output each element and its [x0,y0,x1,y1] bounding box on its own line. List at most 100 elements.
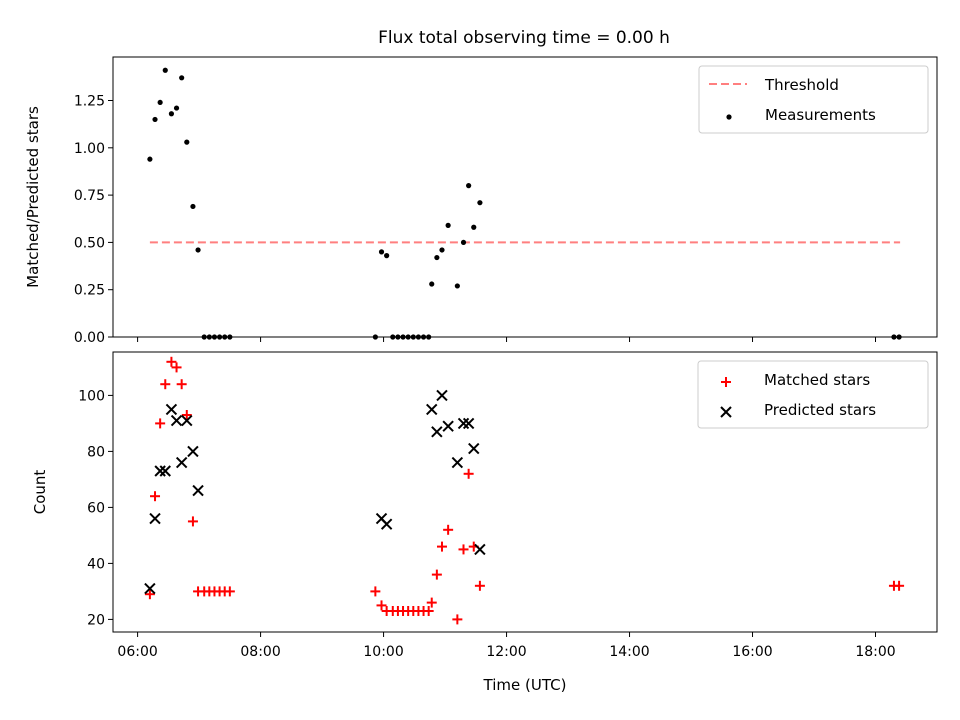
x-axis-label: Time (UTC) [483,676,567,694]
axes-frame [112,351,938,633]
legend: Threshold Measurements [698,65,929,134]
matched-star-point [423,606,434,616]
y-tick-label: 0.75 [74,188,105,204]
x-stroke-2 [442,420,454,432]
y-tick-label: 1.00 [74,141,105,157]
measurement-point [384,253,390,259]
y-tick-label: 20 [87,612,105,628]
legend-measurement-swatch [726,114,732,120]
matched-star-point [474,580,485,591]
matched-star-point [171,362,182,373]
y-tick-label: 0.50 [74,235,105,251]
measurement-point [460,239,467,246]
matched-star-point [436,541,447,552]
y-tick-label: 0.00 [74,330,105,346]
matched-star-point [166,356,177,367]
y-axis-label: Matched/Predicted stars [24,106,42,288]
predicted-star-point [431,426,443,438]
x-stroke-2 [468,442,480,455]
predicted-star-point [170,414,183,427]
predicted-star-point [380,518,393,530]
x-tick-label: 06:00 [117,644,157,660]
x-stroke-2 [426,403,438,416]
predicted-star-point [165,403,178,416]
x-stroke-2 [175,456,188,469]
x-stroke-2 [159,465,171,477]
predicted-star-point [468,442,480,455]
measurement-point [471,224,477,230]
legend-label: Threshold [764,76,839,94]
x-stroke-2 [462,417,475,430]
x-stroke-2 [187,445,199,458]
predicted-star-point [436,389,448,402]
legend-label: Matched stars [764,371,870,389]
y-tick-label: 1.25 [74,94,105,110]
matched-star-point [181,410,192,420]
bottom-panel-counts: 20 40 60 80 100 06:00 08:00 10:00 12:00 14:00 16:0… [31,351,938,694]
x-stroke-2 [474,543,486,556]
measurement-point [439,247,445,253]
legend-label: Predicted stars [764,401,876,419]
y-axis-label: Count [31,470,49,515]
measurement-point [378,249,385,255]
measurement-point [162,67,168,73]
x-stroke-2 [380,518,393,530]
x-stroke-2 [375,512,388,525]
measurement-point [190,203,196,210]
predicted-star-point [159,465,171,477]
predicted-star-point [451,456,464,469]
matched-star-point [426,597,437,608]
matched-star-point [458,544,469,555]
x-stroke-2 [451,456,464,469]
measurement-point [179,75,185,81]
matched-star-point [376,600,387,611]
measurement-point [434,254,440,261]
matched-star-point [431,569,442,580]
axes-frame [112,56,938,338]
measurement-point [445,222,451,228]
x-tick-label: 14:00 [609,644,649,660]
x-stroke-2 [192,484,204,497]
predicted-star-point [474,543,486,556]
predicted-star-point [462,417,475,430]
measurement-point [173,105,180,111]
matched-star-point [150,491,161,502]
x-stroke-2 [154,465,166,477]
measurement-point [454,283,460,289]
x-tick-label: 08:00 [240,644,280,660]
predicted-star-point [457,417,470,430]
measurement-point [157,99,163,106]
x-stroke-2 [149,512,161,525]
predicted-star-point [442,420,454,432]
x-tick-label: 12:00 [486,644,526,660]
y-tick-label: 40 [87,556,105,572]
measurement-point [466,183,472,189]
measurement-point [477,200,483,206]
measurement-point [429,281,435,287]
matched-star-point [370,586,381,597]
matched-star-point [155,418,166,429]
matched-star-point [452,614,463,625]
y-tick-label: 100 [78,388,105,404]
y-tick-label: 60 [87,500,105,516]
predicted-star-point [175,456,188,469]
x-tick-label: 16:00 [732,644,772,660]
figure-title: Flux total observing time = 0.00 h [378,28,670,48]
legend-label: Measurements [765,106,876,124]
legend-box [698,65,929,134]
matched-star-point [187,516,198,527]
predicted-star-point [181,414,193,427]
top-panel-ratio: 0.00 0.25 0.50 0.75 1.00 1.25 Matched/Predicte… [24,56,938,346]
x-stroke-2 [170,414,183,427]
x-stroke-2 [165,403,178,416]
matched-star-point [443,524,454,535]
y-tick-label: 0.25 [74,283,105,299]
predicted-star-point [149,512,161,525]
matched-star-point [894,580,905,591]
x-stroke-2 [457,417,470,430]
x-stroke-2 [181,414,193,427]
x-stroke-2 [436,389,448,402]
measurement-point [147,156,153,162]
y-tick-label: 80 [87,444,105,460]
